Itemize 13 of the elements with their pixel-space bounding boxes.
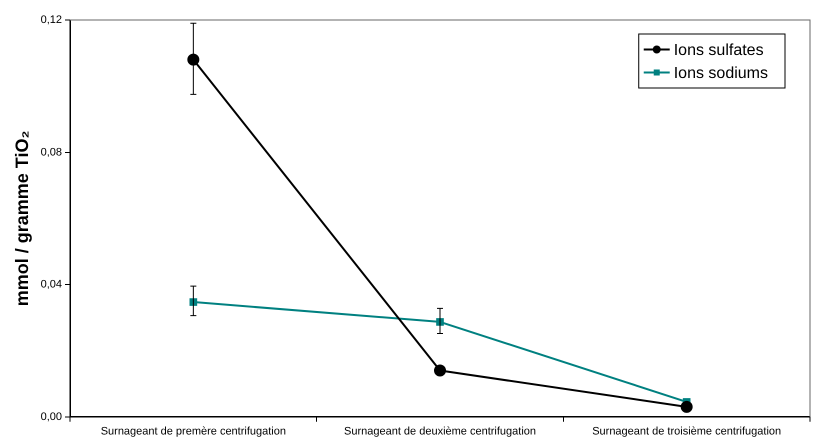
y-axis-title: mmol / gramme TiO₂ [12,130,32,306]
y-tick-label: 0,12 [40,14,62,26]
x-tick-label: Surnageant de deuxième centrifugation [344,425,536,438]
y-tick-label: 0,08 [40,146,62,158]
x-tick-label: Surnageant de troisième centrifugation [592,425,782,438]
y-tick-label: 0,04 [40,278,62,291]
y-tick-label: 0,00 [40,410,62,423]
legend-label: Ions sodiums [674,64,768,82]
legend-label: Ions sulfates [674,42,764,59]
point [680,400,693,413]
point [434,364,446,377]
point [187,54,200,66]
x-tick-label: Surnageant de premère centrifugation [100,425,286,438]
